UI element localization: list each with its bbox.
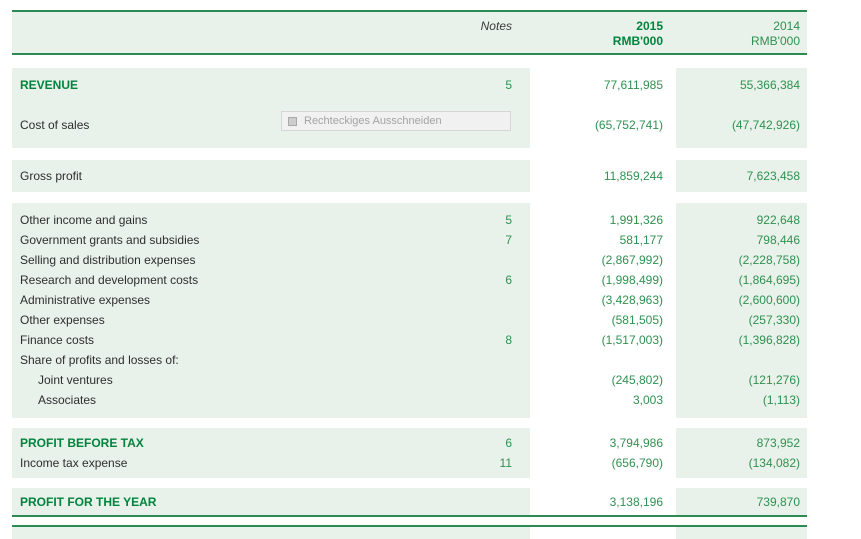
row-label: Other income and gains [20,213,148,227]
row-value-2014: (1,396,828) [738,333,800,347]
bottom-rule [12,525,807,527]
row-label: REVENUE [20,78,79,92]
row-label: Other expenses [20,313,105,327]
row-notes: 6 [505,273,512,287]
row-value-2015: (65,752,741) [594,118,663,132]
snip-overlay[interactable]: Rechteckiges Ausschneiden [281,111,511,131]
row-value-2014: 7,623,458 [746,169,800,183]
row-value-2015: 1,991,326 [609,213,663,227]
table-row: Joint ventures (245,802) (121,276) [12,370,807,390]
row-value-2014: (134,082) [748,456,800,470]
row-value-2015: 3,794,986 [609,436,663,450]
gross-profit-section: Gross profit 11,859,244 7,623,458 [12,160,807,192]
row-value-2014: 922,648 [756,213,800,227]
row-label: Finance costs [20,333,95,347]
table-row: Other expenses (581,505) (257,330) [12,310,807,330]
table-row: Other income and gains 5 1,991,326 922,6… [12,210,807,230]
income-statement-table: Notes 2015 RMB'000 2014 RMB'000 REVENUE … [12,10,807,539]
row-label: Joint ventures [38,373,113,387]
row-notes: 8 [505,333,512,347]
row-label: Government grants and subsidies [20,233,200,247]
table-row: Income tax expense 11 (656,790) (134,082… [12,453,807,473]
header-year-2015: 2015 [636,19,663,33]
profit-before-tax-section: PROFIT BEFORE TAX 6 3,794,986 873,952 In… [12,428,807,478]
total-rule [12,515,807,517]
header-unit-2015: RMB'000 [612,34,663,48]
row-value-2015: (656,790) [611,456,663,470]
row-label: Administrative expenses [20,293,151,307]
row-label: Cost of sales [20,118,90,132]
row-value-2014: 798,446 [756,233,800,247]
row-label: Income tax expense [20,456,128,470]
header-year-2014: 2014 [773,19,800,33]
row-label: Selling and distribution expenses [20,253,196,267]
row-value-2015: 77,611,985 [603,78,663,92]
row-label: Associates [38,393,97,407]
table-row: Research and development costs 6 (1,998,… [12,270,807,290]
header-rule [12,53,807,55]
header-unit-2014: RMB'000 [751,34,800,48]
row-value-2014: (1,864,695) [738,273,800,287]
row-notes: 5 [505,213,512,227]
header-col-2014: 2014 RMB'000 [676,19,807,49]
row-value-2015: 11,859,244 [603,169,663,183]
table-header: Notes 2015 RMB'000 2014 RMB'000 [12,12,807,53]
row-value-2014: (2,228,758) [738,253,800,267]
row-notes: 6 [505,436,512,450]
table-row: Gross profit 11,859,244 7,623,458 [12,166,807,186]
row-label: Research and development costs [20,273,199,287]
row-value-2014: (1,113) [762,393,800,407]
header-notes-label: Notes [480,19,512,33]
row-notes: 7 [505,233,512,247]
table-row: Cost of sales (65,752,741) (47,742,926) [12,115,807,135]
rectangular-snip-icon [288,116,297,126]
row-value-2014: (47,742,926) [731,118,800,132]
row-value-2015: 3,138,196 [609,495,663,509]
top-rule [12,10,807,12]
row-notes: 11 [499,456,512,470]
row-value-2015: 581,177 [619,233,663,247]
row-value-2015: 3,003 [632,393,663,407]
row-value-2015: (1,517,003) [601,333,663,347]
table-row: REVENUE 5 77,611,985 55,366,384 [12,75,807,95]
row-label: Share of profits and losses of: [20,353,179,367]
table-row: PROFIT BEFORE TAX 6 3,794,986 873,952 [12,433,807,453]
operating-items-section: Other income and gains 5 1,991,326 922,6… [12,203,807,418]
row-value-2015: (3,428,963) [601,293,663,307]
table-row: Finance costs 8 (1,517,003) (1,396,828) [12,330,807,350]
header-col-2015: 2015 RMB'000 [530,19,676,49]
table-row: PROFIT FOR THE YEAR 3,138,196 739,870 [12,492,807,512]
row-value-2015: (2,867,992) [601,253,663,267]
bottom-strip [12,527,807,539]
row-value-2015: (245,802) [611,373,663,387]
revenue-section: REVENUE 5 77,611,985 55,366,384 Cost of … [12,68,807,148]
row-value-2015: (1,998,499) [601,273,663,287]
row-label: Gross profit [20,169,83,183]
table-row: Associates 3,003 (1,113) [12,390,807,410]
row-label: PROFIT FOR THE YEAR [20,495,157,509]
row-value-2014: (2,600,600) [738,293,800,307]
table-row: Government grants and subsidies 7 581,17… [12,230,807,250]
row-value-2014: 55,366,384 [739,78,800,92]
row-value-2014: 873,952 [756,436,800,450]
row-value-2014: (257,330) [748,313,800,327]
row-notes: 5 [505,78,512,92]
row-value-2014: 739,870 [756,495,800,509]
header-row: Notes 2015 RMB'000 2014 RMB'000 [12,19,807,49]
row-value-2015: (581,505) [611,313,663,327]
table-row: Administrative expenses (3,428,963) (2,6… [12,290,807,310]
table-row: Share of profits and losses of: [12,350,807,370]
row-label: PROFIT BEFORE TAX [20,436,144,450]
row-value-2014: (121,276) [748,373,800,387]
profit-for-year-section: PROFIT FOR THE YEAR 3,138,196 739,870 [12,488,807,515]
snip-overlay-label: Rechteckiges Ausschneiden [304,115,442,127]
table-row: Selling and distribution expenses (2,867… [12,250,807,270]
